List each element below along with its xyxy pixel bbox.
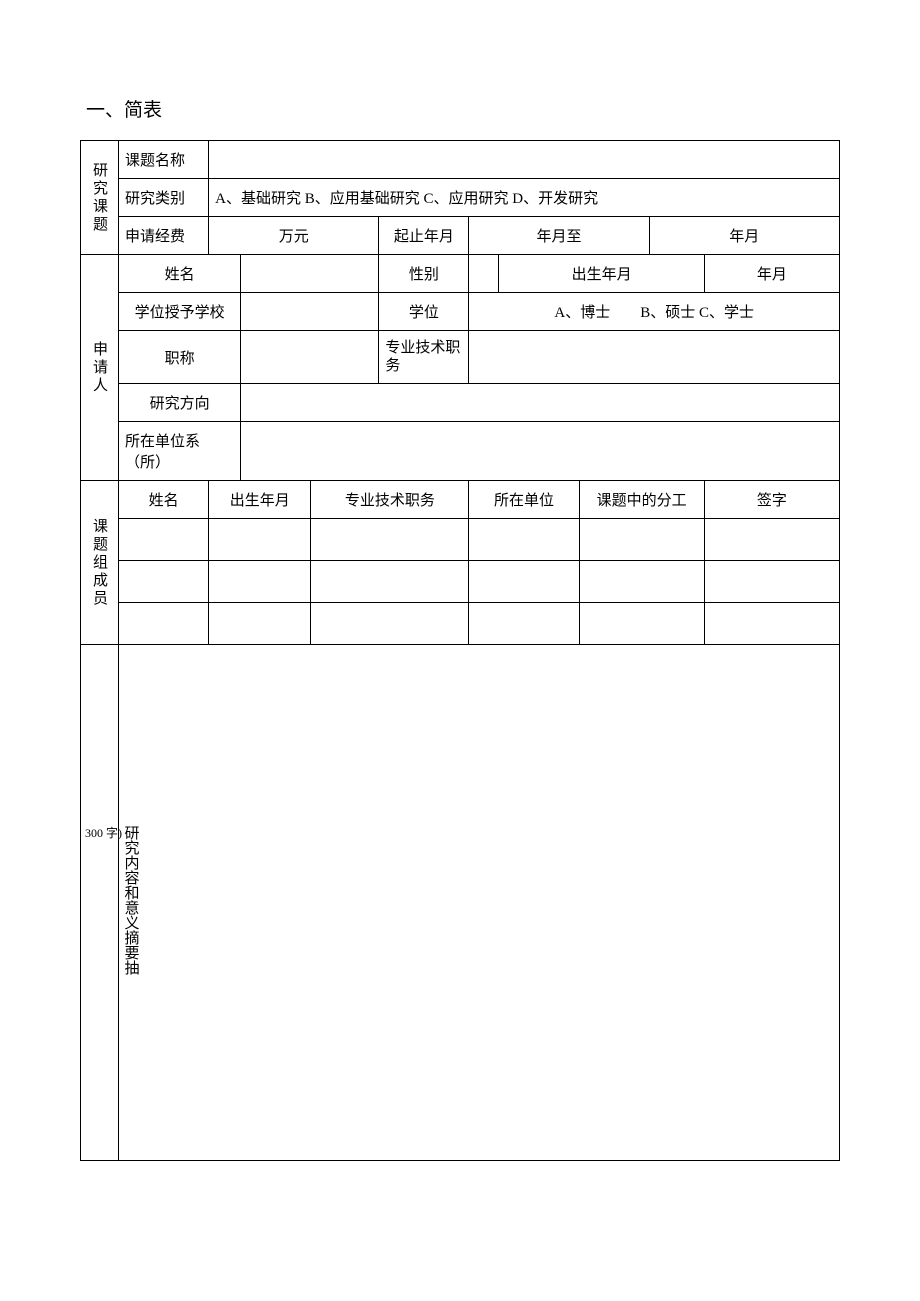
member-cell[interactable] bbox=[311, 519, 469, 561]
period-to[interactable]: 年月 bbox=[649, 217, 839, 255]
birth-label: 出生年月 bbox=[499, 255, 704, 293]
member-cell[interactable] bbox=[469, 603, 579, 645]
period-from[interactable]: 年月至 bbox=[469, 217, 649, 255]
member-cell[interactable] bbox=[579, 561, 704, 603]
birth-value[interactable]: 年月 bbox=[704, 255, 839, 293]
form-table: 研究课题 课题名称 研究类别 A、基础研究 B、应用基础研究 C、应用研究 D、… bbox=[80, 140, 840, 1161]
member-cell[interactable] bbox=[469, 519, 579, 561]
member-cell[interactable] bbox=[119, 519, 209, 561]
member-cell[interactable] bbox=[209, 603, 311, 645]
research-dir-value[interactable] bbox=[241, 384, 840, 422]
member-cell[interactable] bbox=[704, 519, 839, 561]
title-label: 职称 bbox=[119, 331, 241, 384]
degree-school-value[interactable] bbox=[241, 293, 379, 331]
title-value[interactable] bbox=[241, 331, 379, 384]
degree-options[interactable]: A、博士 B、硕士 C、学士 bbox=[469, 293, 840, 331]
member-col-techpost: 专业技术职务 bbox=[311, 481, 469, 519]
summary-label-main: 研究内容和意义摘要抽 bbox=[123, 825, 139, 975]
member-cell[interactable] bbox=[704, 561, 839, 603]
funding-unit[interactable]: 万元 bbox=[209, 217, 379, 255]
member-col-unit: 所在单位 bbox=[469, 481, 579, 519]
section-research-label: 研究课题 bbox=[81, 141, 119, 255]
funding-label: 申请经费 bbox=[119, 217, 209, 255]
member-cell[interactable] bbox=[311, 603, 469, 645]
member-cell[interactable] bbox=[469, 561, 579, 603]
member-cell[interactable] bbox=[209, 561, 311, 603]
category-label: 研究类别 bbox=[119, 179, 209, 217]
summary-content[interactable] bbox=[119, 645, 840, 1161]
tech-post-value[interactable] bbox=[469, 331, 840, 384]
dept-label: 所在单位系（所） bbox=[119, 422, 241, 481]
member-col-sign: 签字 bbox=[704, 481, 839, 519]
project-name-value[interactable] bbox=[209, 141, 840, 179]
member-cell[interactable] bbox=[704, 603, 839, 645]
degree-label: 学位 bbox=[379, 293, 469, 331]
member-cell[interactable] bbox=[209, 519, 311, 561]
member-cell[interactable] bbox=[579, 519, 704, 561]
member-cell[interactable] bbox=[119, 561, 209, 603]
summary-label-sub: 300 字) bbox=[85, 827, 122, 840]
applicant-name-value[interactable] bbox=[241, 255, 379, 293]
tech-post-label: 专业技术职务 bbox=[379, 331, 469, 384]
dept-value[interactable] bbox=[241, 422, 840, 481]
project-name-label: 课题名称 bbox=[119, 141, 209, 179]
period-label: 起止年月 bbox=[379, 217, 469, 255]
member-col-birth: 出生年月 bbox=[209, 481, 311, 519]
section-summary-label: 研究内容和意义摘要抽 300 字) bbox=[81, 645, 119, 1161]
gender-label: 性别 bbox=[379, 255, 469, 293]
research-dir-label: 研究方向 bbox=[119, 384, 241, 422]
gender-value[interactable] bbox=[469, 255, 499, 293]
degree-school-label: 学位授予学校 bbox=[119, 293, 241, 331]
category-options[interactable]: A、基础研究 B、应用基础研究 C、应用研究 D、开发研究 bbox=[209, 179, 840, 217]
member-cell[interactable] bbox=[579, 603, 704, 645]
member-col-role: 课题中的分工 bbox=[579, 481, 704, 519]
member-cell[interactable] bbox=[311, 561, 469, 603]
member-col-name: 姓名 bbox=[119, 481, 209, 519]
section-applicant-label: 申请人 bbox=[81, 255, 119, 481]
applicant-name-label: 姓名 bbox=[119, 255, 241, 293]
member-cell[interactable] bbox=[119, 603, 209, 645]
section-members-label: 课题组成员 bbox=[81, 481, 119, 645]
page-title: 一、简表 bbox=[86, 95, 840, 122]
